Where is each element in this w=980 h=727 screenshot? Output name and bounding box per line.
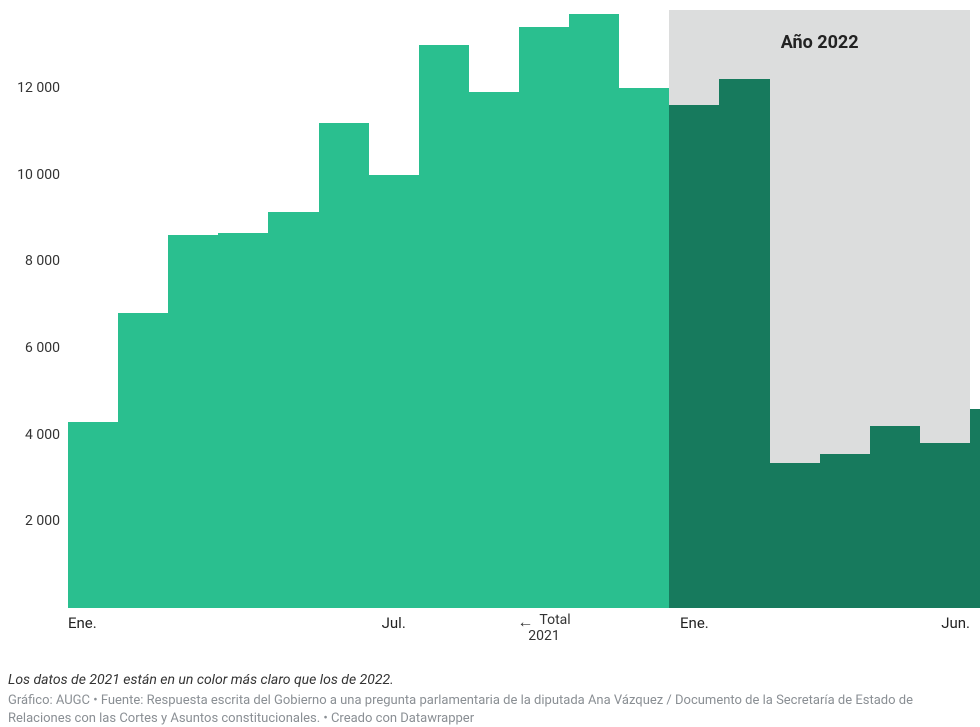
bar-chart: Año 2022 2 000 4 000 6 000 8 000 10 000 12 00… <box>0 0 980 722</box>
y-tick-label: 10 000 <box>17 167 68 183</box>
bar <box>168 235 218 608</box>
y-tick-label: 2 000 <box>25 513 68 529</box>
y-tick-label: 4 000 <box>25 427 68 443</box>
y-tick-label: 6 000 <box>25 340 68 356</box>
bar <box>870 426 920 608</box>
annotation-2022: Año 2022 <box>781 32 859 53</box>
annotation-2022-text: Año 2022 <box>781 32 859 53</box>
arrow-left-icon: ← <box>517 614 533 630</box>
x-tick-label: Ene. <box>68 608 97 632</box>
chart-note: Los datos de 2021 están en un color más … <box>8 672 394 688</box>
bar <box>770 463 820 608</box>
bar <box>970 409 980 608</box>
bar <box>268 212 318 609</box>
chart-note-text: Los datos de 2021 están en un color más … <box>8 672 394 688</box>
y-tick-label: 12 000 <box>17 80 68 96</box>
chart-footer-text: Gráfico: AUGC • Fuente: Respuesta escrit… <box>8 693 913 726</box>
x-tick-label: Jun. <box>941 608 970 632</box>
bar <box>920 443 970 608</box>
bar <box>719 79 769 608</box>
y-tick-label: 8 000 <box>25 253 68 269</box>
bar <box>669 105 719 608</box>
plot-area: Año 2022 2 0004 0006 0008 00010 00012 00… <box>68 10 970 608</box>
x-tick-label: Jul. <box>382 608 406 632</box>
bar <box>218 233 268 608</box>
mid-annotation: ←Total2021 <box>517 608 570 644</box>
x-tick-label: Ene. <box>680 608 709 632</box>
bar <box>369 175 419 608</box>
bar <box>319 123 369 608</box>
bar <box>469 92 519 608</box>
bar <box>569 14 619 608</box>
mid-annotation-top: Total <box>539 613 570 627</box>
bar <box>68 422 118 608</box>
bar <box>419 45 469 608</box>
bar <box>519 27 569 608</box>
bar <box>820 454 870 608</box>
bar <box>619 88 669 608</box>
bar <box>118 313 168 608</box>
